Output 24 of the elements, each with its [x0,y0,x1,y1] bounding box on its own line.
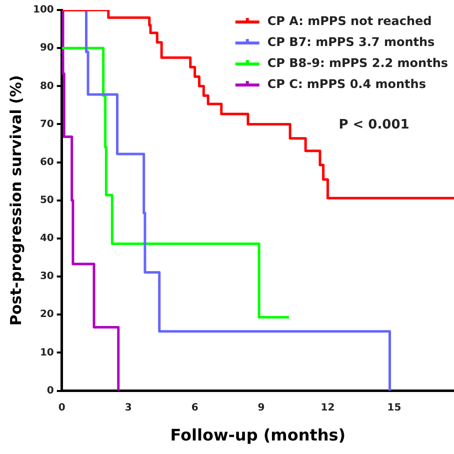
y-tick-label: 80 [40,80,54,92]
y-tick-label: 40 [40,233,54,244]
legend-label: CP B7: mPPS 3.7 months [267,35,435,50]
legend-label: CP C: mPPS 0.4 months [267,77,426,92]
x-axis-title: Follow-up (months) [170,426,346,445]
y-tick-label: 10 [40,347,54,358]
x-tick-label: 9 [258,402,265,414]
y-tick-label: 50 [40,194,54,206]
x-tick-label: 3 [124,402,132,414]
y-tick-label: 60 [40,156,54,168]
y-tick-label: 70 [40,118,54,130]
x-tick-label: 15 [387,402,402,414]
x-tick-label: 6 [191,402,198,414]
legend-label: CP A: mPPS not reached [267,14,432,28]
x-tick-label: 0 [58,402,66,414]
y-tick-label: 90 [40,42,54,54]
y-tick-label: 100 [33,4,54,16]
annotation: P < 0.001 [338,117,410,132]
y-axis-title: Post-progression survival (%) [6,75,25,326]
y-tick-label: 0 [46,385,54,396]
x-tick-label: 12 [320,402,335,414]
y-tick-label: 20 [40,309,54,320]
legend-label: CP B8-9: mPPS 2.2 months [267,56,448,70]
y-tick-label: 30 [40,271,54,282]
